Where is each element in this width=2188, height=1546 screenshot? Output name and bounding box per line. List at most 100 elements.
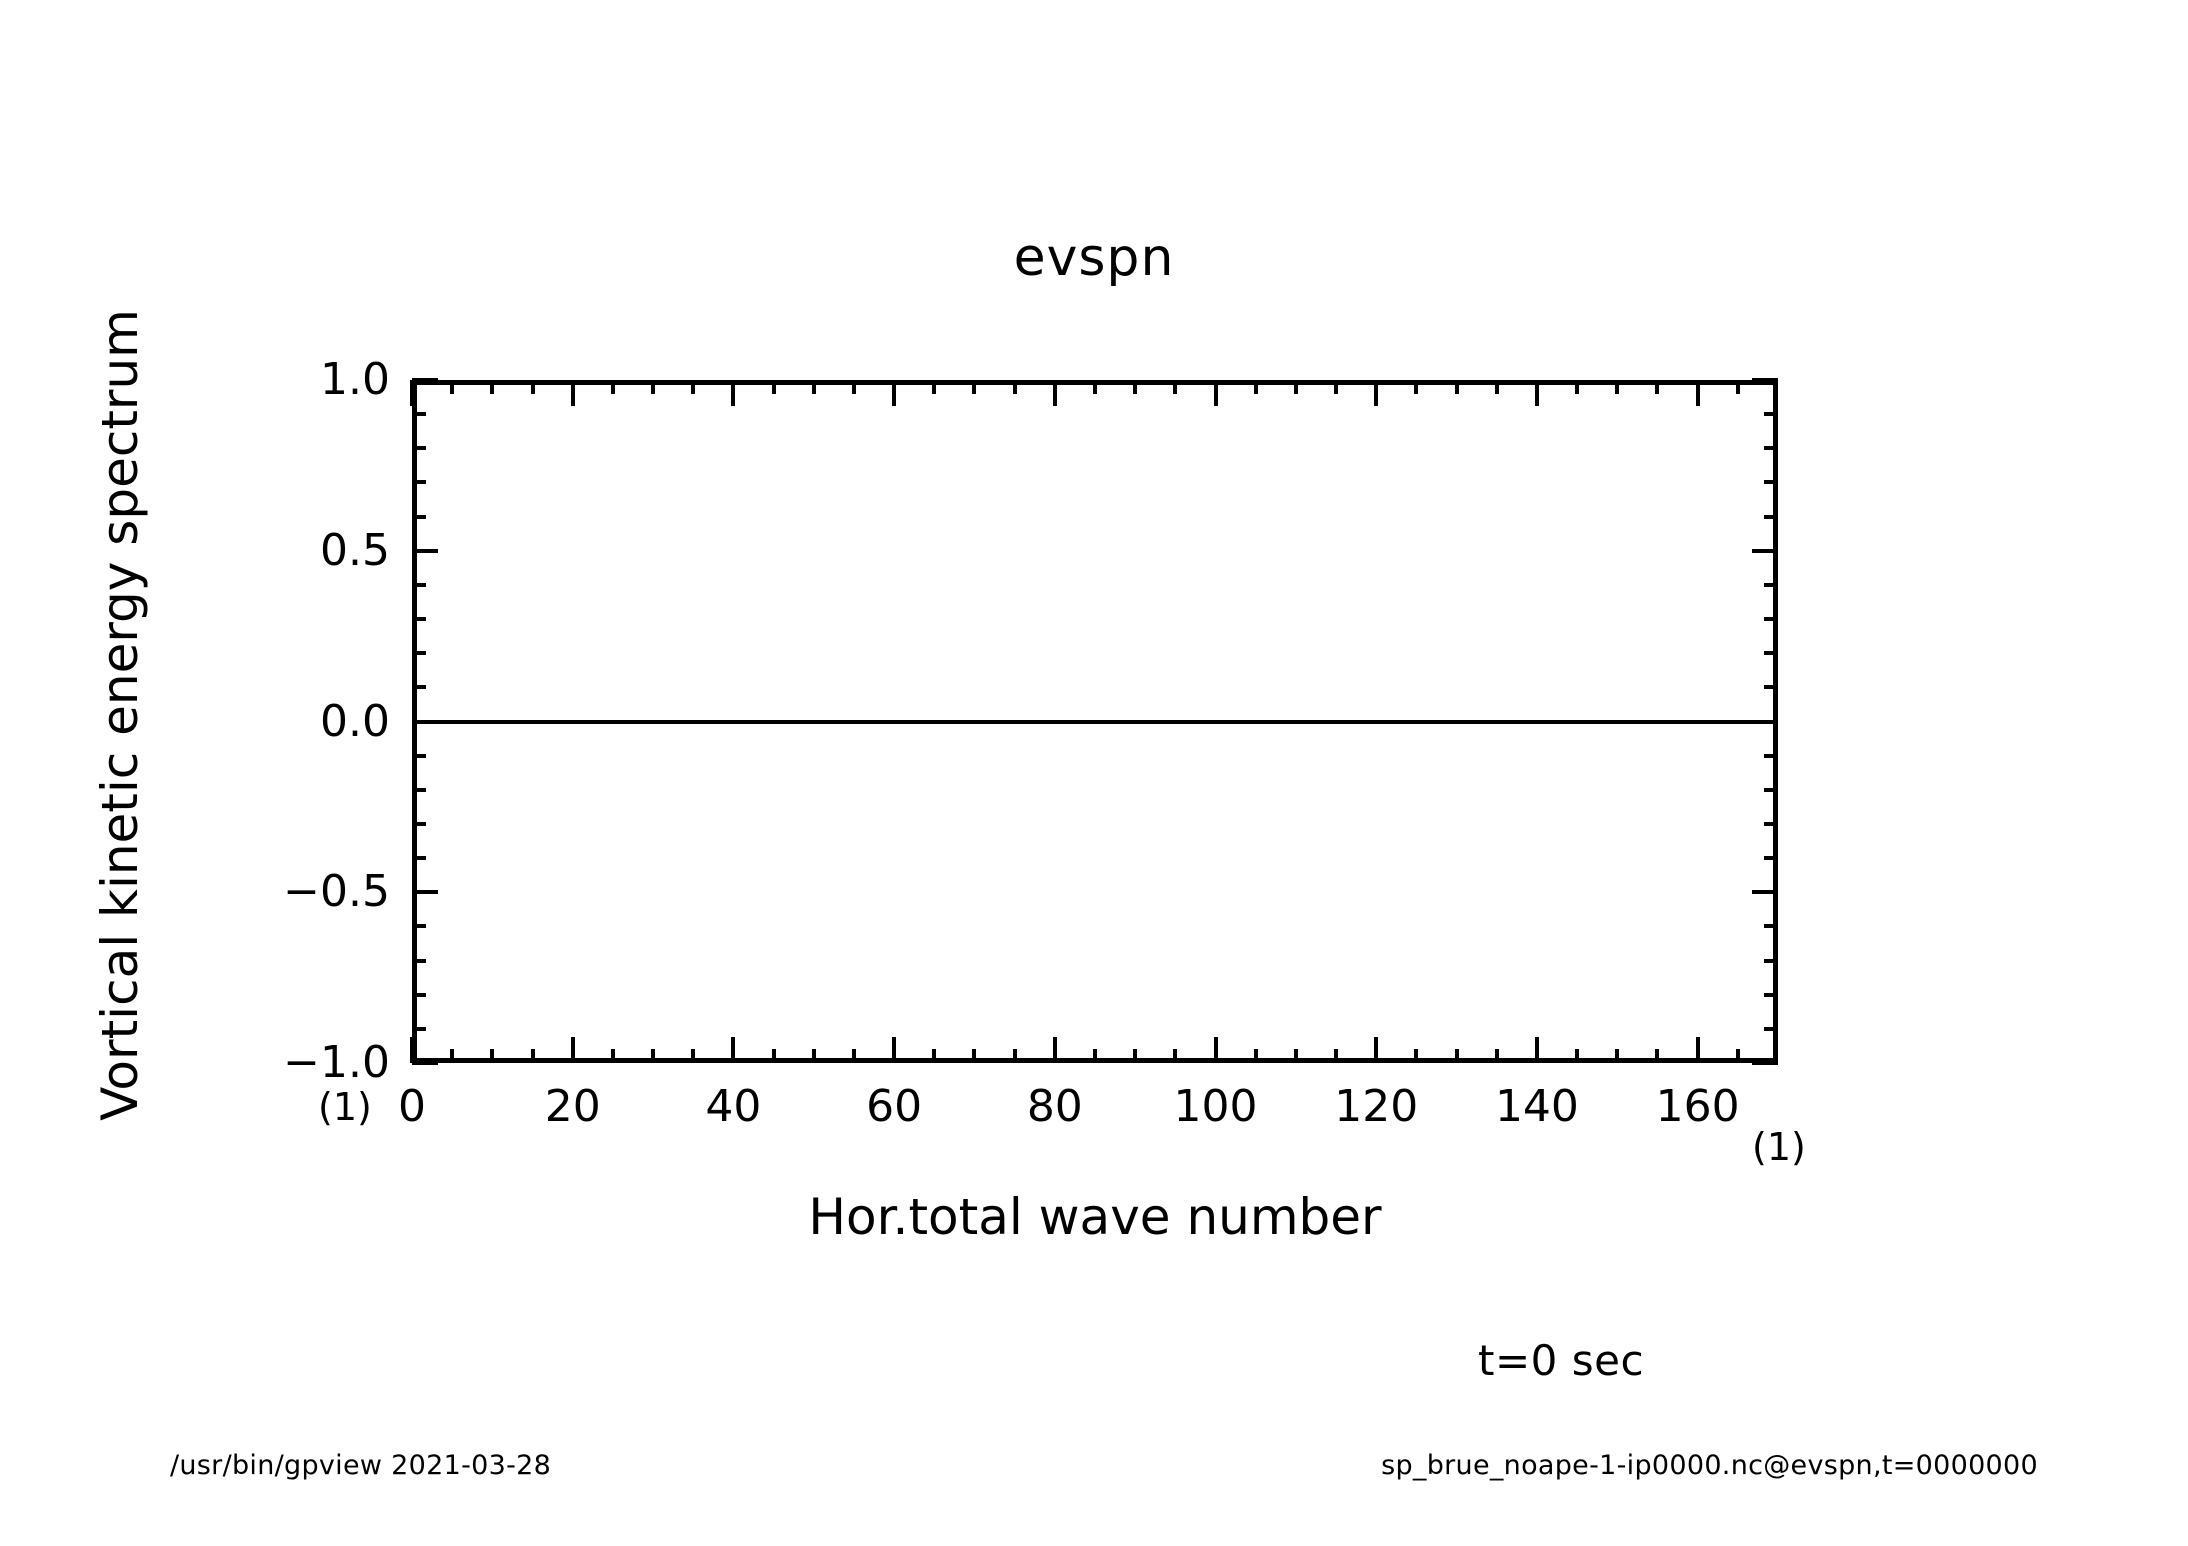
xaxis-major-tick xyxy=(1695,1037,1700,1063)
xaxis-minor-tick xyxy=(1334,1049,1339,1063)
yaxis-minor-tick-right xyxy=(1764,1026,1778,1031)
yaxis-minor-tick-right xyxy=(1764,924,1778,929)
yaxis-minor-tick xyxy=(412,821,426,826)
xaxis-minor-tick xyxy=(530,1049,535,1063)
xaxis-tick-label: 0 xyxy=(398,1081,426,1132)
xaxis-minor-tick-top xyxy=(1735,380,1740,394)
yaxis-minor-tick-right xyxy=(1764,617,1778,622)
xaxis-minor-tick xyxy=(691,1049,696,1063)
yaxis-major-tick xyxy=(412,890,438,895)
yaxis-minor-tick xyxy=(412,480,426,485)
xaxis-major-tick-top xyxy=(570,380,575,406)
xaxis-major-tick-top xyxy=(1534,380,1539,406)
yaxis-minor-tick xyxy=(412,992,426,997)
yaxis-minor-tick xyxy=(412,651,426,656)
xaxis-minor-tick xyxy=(1133,1049,1138,1063)
xaxis-minor-tick-top xyxy=(1494,380,1499,394)
yaxis-minor-tick-right xyxy=(1764,480,1778,485)
xaxis-minor-tick xyxy=(1494,1049,1499,1063)
xaxis-tick-label: 140 xyxy=(1494,1081,1579,1132)
yaxis-major-tick xyxy=(412,548,438,553)
yaxis-minor-tick-right xyxy=(1764,685,1778,690)
xaxis-unit-right: (1) xyxy=(1752,1125,1806,1169)
yaxis-minor-tick-right xyxy=(1764,582,1778,587)
xaxis-major-tick xyxy=(410,1037,414,1063)
xaxis-minor-tick xyxy=(651,1049,656,1063)
xaxis-major-tick xyxy=(892,1037,897,1063)
yaxis-tick-label: 0.5 xyxy=(320,524,390,576)
xaxis-minor-tick-top xyxy=(811,380,816,394)
xaxis-minor-tick xyxy=(1414,1049,1419,1063)
xaxis-major-tick-top xyxy=(1695,380,1700,406)
xaxis-unit-left: (1) xyxy=(318,1085,372,1129)
yaxis-tick-label: 0.0 xyxy=(320,695,390,747)
xaxis-minor-tick xyxy=(1615,1049,1620,1063)
page-title: evspn xyxy=(0,232,2188,284)
yaxis-minor-tick-right xyxy=(1764,856,1778,861)
xaxis-minor-tick-top xyxy=(450,380,455,394)
xaxis-major-tick-top xyxy=(1213,380,1218,406)
xaxis-major-tick xyxy=(570,1037,575,1063)
yaxis-minor-tick-right xyxy=(1764,412,1778,417)
xaxis-minor-tick xyxy=(1012,1049,1017,1063)
yaxis-tick-label: 1.0 xyxy=(320,354,390,405)
xaxis-minor-tick-top xyxy=(1253,380,1258,394)
xaxis-minor-tick-top xyxy=(610,380,615,394)
yaxis-minor-tick-right xyxy=(1764,651,1778,656)
xaxis-minor-tick-top xyxy=(771,380,776,394)
xaxis-minor-tick-top xyxy=(1334,380,1339,394)
xaxis-tick-label: 160 xyxy=(1655,1081,1740,1132)
xaxis-minor-tick-top xyxy=(851,380,856,394)
xaxis-major-tick xyxy=(731,1037,736,1063)
yaxis-minor-tick xyxy=(412,1026,426,1031)
yaxis-minor-tick xyxy=(412,446,426,451)
xaxis-minor-tick xyxy=(1454,1049,1459,1063)
xaxis-major-tick xyxy=(1374,1037,1379,1063)
xaxis-minor-tick xyxy=(811,1049,816,1063)
yaxis-minor-tick xyxy=(412,582,426,587)
yaxis-minor-tick xyxy=(412,617,426,622)
xaxis-minor-tick xyxy=(610,1049,615,1063)
yaxis-minor-tick xyxy=(412,787,426,792)
xaxis-minor-tick-top xyxy=(651,380,656,394)
yaxis-minor-tick-right xyxy=(1764,446,1778,451)
xaxis-tick-label: 20 xyxy=(544,1081,601,1132)
yaxis-major-tick xyxy=(412,1061,438,1065)
footer-source-file: sp_brue_noape-1-ip0000.nc@evspn,t=000000… xyxy=(1381,1450,2038,1481)
xaxis-minor-tick-top xyxy=(1293,380,1298,394)
xaxis-major-tick-top xyxy=(892,380,897,406)
yaxis-major-tick-right xyxy=(1752,548,1778,553)
plot-title-text: evspn xyxy=(1013,228,1175,288)
xaxis-minor-tick-top xyxy=(1012,380,1017,394)
xaxis-minor-tick xyxy=(932,1049,937,1063)
xaxis-minor-tick xyxy=(1575,1049,1580,1063)
xaxis-minor-tick xyxy=(490,1049,495,1063)
xaxis-minor-tick-top xyxy=(972,380,977,394)
yaxis-major-tick-right xyxy=(1752,378,1778,382)
xaxis-title: Hor.total wave number xyxy=(808,1188,1382,1246)
data-series-evspn xyxy=(412,719,1778,724)
yaxis-minor-tick-right xyxy=(1764,753,1778,758)
yaxis-minor-tick-right xyxy=(1764,958,1778,963)
xaxis-minor-tick xyxy=(1735,1049,1740,1063)
xaxis-minor-tick-top xyxy=(1093,380,1097,394)
yaxis-minor-tick-right xyxy=(1764,514,1778,519)
yaxis-minor-tick xyxy=(412,753,426,758)
xaxis-major-tick-top xyxy=(410,380,414,406)
xaxis-minor-tick xyxy=(851,1049,856,1063)
yaxis-minor-tick xyxy=(412,924,426,929)
yaxis-major-tick xyxy=(412,378,438,382)
yaxis-minor-tick-right xyxy=(1764,787,1778,792)
xaxis-minor-tick xyxy=(771,1049,776,1063)
xaxis-tick-label: 100 xyxy=(1173,1081,1258,1132)
yaxis-minor-tick xyxy=(412,412,426,417)
yaxis-minor-tick xyxy=(412,685,426,690)
xaxis-minor-tick-top xyxy=(1133,380,1138,394)
xaxis-minor-tick xyxy=(1173,1049,1178,1063)
xaxis-major-tick-top xyxy=(1052,380,1057,406)
time-annotation: t=0 sec xyxy=(1478,1336,1645,1385)
xaxis-major-tick xyxy=(1052,1037,1057,1063)
xaxis-major-tick xyxy=(1213,1037,1218,1063)
xaxis-minor-tick-top xyxy=(1454,380,1459,394)
